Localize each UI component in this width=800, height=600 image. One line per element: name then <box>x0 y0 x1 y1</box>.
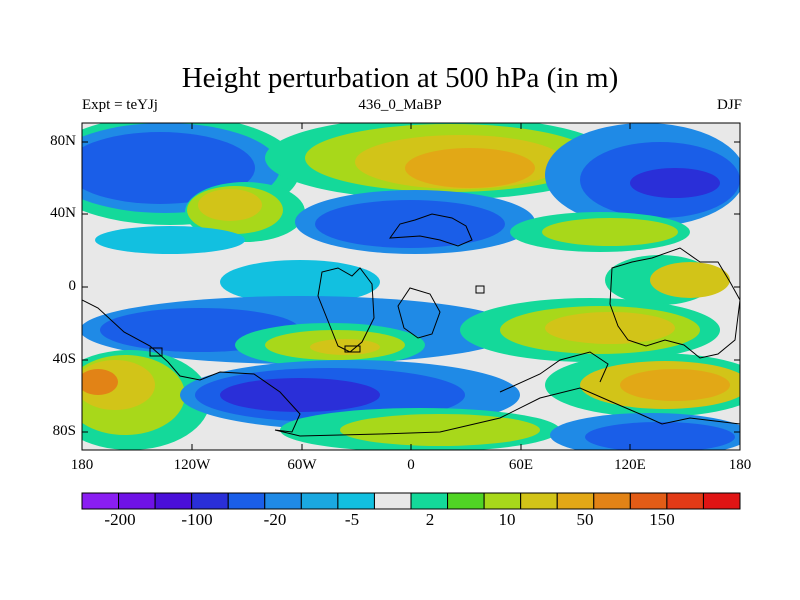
field-blob <box>545 312 675 344</box>
colorbar-label: 2 <box>425 510 435 529</box>
colorbar-swatch <box>264 492 302 510</box>
colorbar-swatch <box>373 492 412 510</box>
field-blob <box>220 378 380 412</box>
field-blob <box>585 422 735 450</box>
colorbar-swatch <box>483 492 522 510</box>
colorbar-swatch <box>154 492 193 510</box>
lon-tick-60w: 60W <box>287 457 317 473</box>
field-blob <box>620 369 730 401</box>
lat-tick-80n: 80N <box>50 133 76 149</box>
field-blob <box>315 200 505 248</box>
colorbar-swatch <box>118 492 156 510</box>
colorbar-label: 50 <box>576 510 594 529</box>
colorbar-swatch <box>629 492 668 510</box>
colorbar-label: 150 <box>649 510 675 529</box>
colorbar <box>81 492 741 510</box>
field-blob <box>95 226 245 254</box>
lat-tick-equator: 0 <box>68 278 77 294</box>
plot-title: Height perturbation at 500 hPa (in m) <box>181 62 619 94</box>
field-blob <box>405 148 535 188</box>
lat-tick-80s: 80S <box>52 423 76 439</box>
colorbar-label: -20 <box>263 510 287 529</box>
colorbar-swatch <box>556 492 595 510</box>
coastlines <box>82 213 740 437</box>
contour-field <box>82 123 740 450</box>
lon-tick-120w: 120W <box>173 457 211 473</box>
colorbar-swatch <box>702 492 741 510</box>
field-blob <box>198 189 262 221</box>
colorbar-swatch <box>666 492 704 510</box>
lon-tick-180-east: 180 <box>728 457 752 473</box>
period-label: 436_0_MaBP <box>358 97 442 113</box>
lat-tick-40s: 40S <box>52 351 76 367</box>
lon-tick-120e: 120E <box>614 457 646 473</box>
colorbar-swatch <box>593 492 631 510</box>
season-label: DJF <box>716 97 742 113</box>
field-blob <box>82 369 118 395</box>
axis-ticks <box>81 123 741 450</box>
colorbar-swatch <box>191 492 229 510</box>
field-blob <box>630 168 720 198</box>
colorbar-swatch <box>520 492 558 510</box>
colorbar-swatch <box>300 492 339 510</box>
field-blob <box>542 218 678 246</box>
lon-tick-60e: 60E <box>508 457 534 473</box>
colorbar-label: -200 <box>104 510 136 529</box>
lat-tick-40n: 40N <box>50 205 76 221</box>
colorbar-swatch <box>337 492 375 510</box>
colorbar-swatch <box>227 492 266 510</box>
colorbar-label: -5 <box>344 510 360 529</box>
colorbar-swatch <box>81 492 120 510</box>
field-blob <box>82 132 255 204</box>
colorbar-swatch <box>447 492 485 510</box>
field-blob <box>340 414 540 446</box>
experiment-label: Expt = teYJj <box>82 97 158 113</box>
colorbar-label: 10 <box>498 510 516 529</box>
lon-tick-0: 0 <box>407 457 415 473</box>
field-blob <box>220 260 380 304</box>
colorbar-label: -100 <box>181 510 213 529</box>
lon-tick-180-west: 180 <box>70 457 94 473</box>
field-blob <box>650 262 730 298</box>
colorbar-swatch <box>410 492 449 510</box>
